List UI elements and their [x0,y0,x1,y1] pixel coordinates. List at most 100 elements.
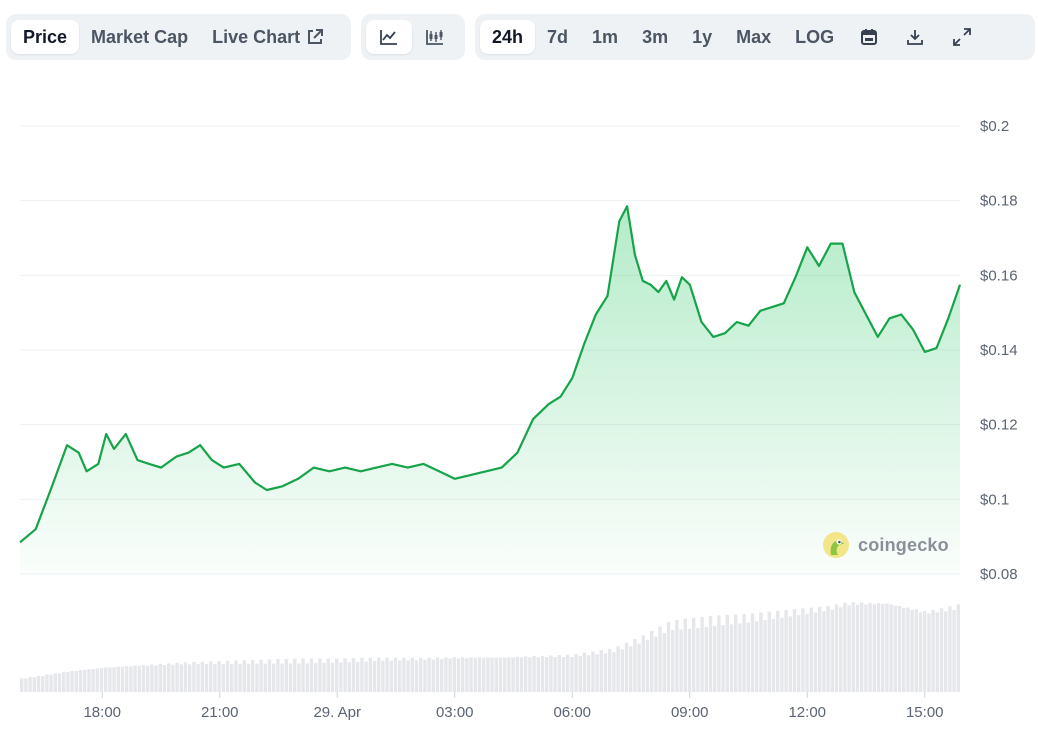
volume-bar [603,653,608,692]
volume-bar [372,661,377,692]
download-button[interactable] [892,20,938,54]
volume-bar [620,649,624,692]
volume-bar [637,643,641,692]
volume-bar [188,664,192,692]
volume-bar [120,666,125,692]
volume-bar [225,660,230,692]
volume-bar [314,663,318,692]
volume-bar [482,657,486,692]
volume-bar [465,658,469,692]
volume-bar [763,620,767,692]
volume-bar [860,602,864,692]
volume-bar [28,677,32,692]
range-1y[interactable]: 1y [692,26,713,47]
volume-bar [356,661,360,692]
volume-bar [381,660,385,692]
volume-bar [540,655,545,692]
volume-bar [309,658,314,692]
range-7d[interactable]: 7d [547,26,569,47]
x-tick-label: 29. Apr [313,704,361,721]
volume-bar [179,664,183,692]
volume-bar [95,668,99,692]
volume-bar [591,651,595,692]
volume-bar [528,657,532,692]
volume-bar [385,657,389,692]
volume-bar [889,604,893,692]
volume-bar [574,654,578,692]
volume-bar [759,612,763,692]
range-max[interactable]: Max [736,26,772,47]
chart-style-toggle [361,14,465,60]
volume-bar [246,663,251,692]
volume-bar [448,658,452,692]
volume-bar [658,626,662,692]
volume-bar [679,629,683,692]
volume-bar [427,657,431,692]
volume-bar [209,661,213,692]
tab-live-chart-label: Live Chart [212,26,301,47]
price-line [19,205,962,544]
volume-bar [402,657,406,692]
volume-bar [683,618,687,692]
volume-bar [918,612,923,692]
volume-bar [204,664,209,692]
volume-bar [696,628,700,692]
volume-bar [578,656,582,692]
volume-bar [238,663,242,692]
volume-bar [876,603,881,692]
volume-bar [553,657,557,692]
volume-bar [129,666,133,692]
volume-bar [923,610,927,692]
tab-market-cap[interactable]: Market Cap [91,26,189,47]
y-tick-label: $0.2 [980,118,1009,135]
calendar-button[interactable] [846,20,892,54]
volume-bar [66,672,70,692]
range-3m[interactable]: 3m [642,26,669,47]
volume-bar [347,662,351,692]
volume-bar [641,635,645,692]
volume-bar [557,655,561,692]
tab-price[interactable]: Price [11,20,80,54]
volume-bar [263,663,267,692]
volume-bar [116,666,120,692]
volume-bar [490,657,494,692]
watermark-text: coingecko [858,534,949,555]
volume-bar [784,610,788,692]
volume-bar [519,657,524,692]
volume-bar [230,663,234,692]
range-24h[interactable]: 24h [480,20,536,54]
volume-bar [162,665,167,692]
tab-live-chart[interactable]: Live Chart [200,20,336,54]
x-tick-label: 03:00 [436,704,474,721]
volume-bar [108,667,112,692]
volume-bar [771,618,776,692]
volume-bar [507,657,511,692]
volume-bar [893,605,897,692]
fullscreen-button[interactable] [938,20,986,54]
y-axis-ticks: $0.2 $0.18 $0.16 $0.14 $0.12 $0.1 $0.08 [980,118,1018,583]
volume-bar [87,669,91,692]
download-icon [907,30,924,45]
volume-bar [536,657,540,692]
volume-bar [797,615,801,692]
x-tick-label: 21:00 [201,704,239,721]
log-scale-toggle[interactable]: LOG [795,26,835,47]
volume-bar [931,609,935,692]
volume-bar [843,602,847,692]
volume-bar [616,646,620,692]
volume-bar [221,663,225,692]
volume-bar [360,657,364,692]
volume-bar [671,629,675,692]
volume-bar [431,659,435,692]
volume-bar [171,664,175,692]
line-chart-button[interactable] [366,20,412,54]
volume-bar [440,659,444,692]
volume-bar [326,658,330,692]
range-1m[interactable]: 1m [592,26,619,47]
volume-bar [755,621,759,692]
volume-bar [24,678,28,692]
candlestick-chart-button[interactable] [412,20,458,54]
volume-bar [141,665,146,692]
volume-bar [708,615,713,692]
